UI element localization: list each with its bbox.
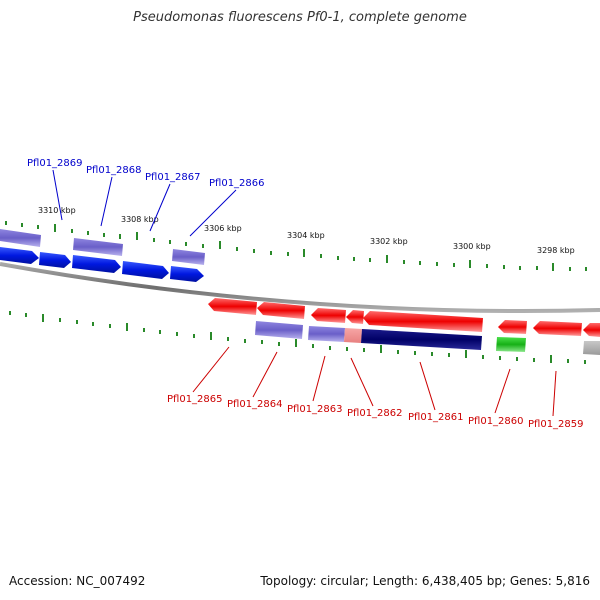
gene-block[interactable] — [583, 341, 600, 355]
gene-callout-line — [552, 370, 557, 417]
gene-callout-line — [149, 183, 171, 232]
gene-arrow[interactable] — [72, 255, 121, 273]
gene-arrow[interactable] — [583, 323, 600, 337]
outer-tick-track — [5, 221, 587, 271]
gene-arrow[interactable] — [170, 266, 204, 282]
gene-arrow[interactable] — [73, 238, 123, 256]
gene-arrow[interactable] — [172, 249, 205, 265]
scale-label: 3310 kbp — [38, 206, 76, 215]
gene-callout-line — [252, 351, 278, 398]
gene-label-reverse[interactable]: Pfl01_2865 — [167, 394, 223, 405]
gene-block[interactable] — [308, 326, 345, 342]
gene-arrow[interactable] — [208, 298, 257, 315]
gene-arrow[interactable] — [311, 308, 346, 323]
gene-block[interactable] — [344, 328, 362, 343]
gene-arrow[interactable] — [533, 321, 582, 336]
gene-arrow[interactable] — [498, 320, 527, 334]
gene-arrow[interactable] — [39, 252, 71, 268]
gene-callout-line — [419, 361, 436, 411]
gene-label-forward[interactable]: Pfl01_2869 — [27, 158, 83, 169]
gene-block[interactable] — [255, 321, 303, 339]
forward-blue-track — [0, 247, 204, 282]
gene-block[interactable] — [361, 329, 482, 350]
gene-label-forward[interactable]: Pfl01_2868 — [86, 165, 142, 176]
gene-arrow[interactable] — [257, 302, 305, 319]
accession-label: Accession: NC_007492 — [9, 574, 146, 588]
genome-info-label: Topology: circular; Length: 6,438,405 bp… — [260, 574, 590, 588]
scale-label: 3304 kbp — [287, 231, 325, 240]
gene-callout-line — [350, 357, 374, 407]
gene-arrow[interactable] — [363, 311, 483, 332]
gene-label-reverse[interactable]: Pfl01_2863 — [287, 404, 343, 415]
scale-label: 3308 kbp — [121, 215, 159, 224]
reverse-lower-track — [255, 321, 600, 355]
forward-purple-track — [0, 229, 205, 265]
gene-callout-line — [192, 346, 230, 393]
gene-arrow[interactable] — [0, 247, 39, 264]
scale-label: 3300 kbp — [453, 242, 491, 251]
gene-callout-line — [312, 355, 326, 402]
genome-backbone — [0, 262, 600, 314]
scale-label: 3298 kbp — [537, 246, 575, 255]
gene-arrow[interactable] — [346, 310, 364, 324]
gene-callout-line — [189, 189, 237, 237]
gene-arrow[interactable] — [122, 261, 169, 279]
gene-label-reverse[interactable]: Pfl01_2864 — [227, 399, 283, 410]
gene-label-reverse[interactable]: Pfl01_2862 — [347, 408, 403, 419]
inner-tick-track — [9, 311, 586, 364]
scale-label: 3302 kbp — [370, 237, 408, 246]
gene-callout-line — [100, 176, 113, 227]
scale-label: 3306 kbp — [204, 224, 242, 233]
gene-label-forward[interactable]: Pfl01_2866 — [209, 178, 265, 189]
gene-callout-line — [52, 169, 63, 221]
gene-block[interactable] — [496, 337, 526, 352]
gene-label-reverse[interactable]: Pfl01_2860 — [468, 416, 524, 427]
gene-label-reverse[interactable]: Pfl01_2859 — [528, 419, 584, 430]
gene-label-forward[interactable]: Pfl01_2867 — [145, 172, 201, 183]
reverse-red-track — [208, 298, 600, 337]
gene-label-reverse[interactable]: Pfl01_2861 — [408, 412, 464, 423]
gene-callout-line — [494, 368, 511, 414]
genome-title: Pseudomonas fluorescens Pf0-1, complete … — [133, 10, 467, 25]
gene-arrow[interactable] — [0, 229, 41, 247]
